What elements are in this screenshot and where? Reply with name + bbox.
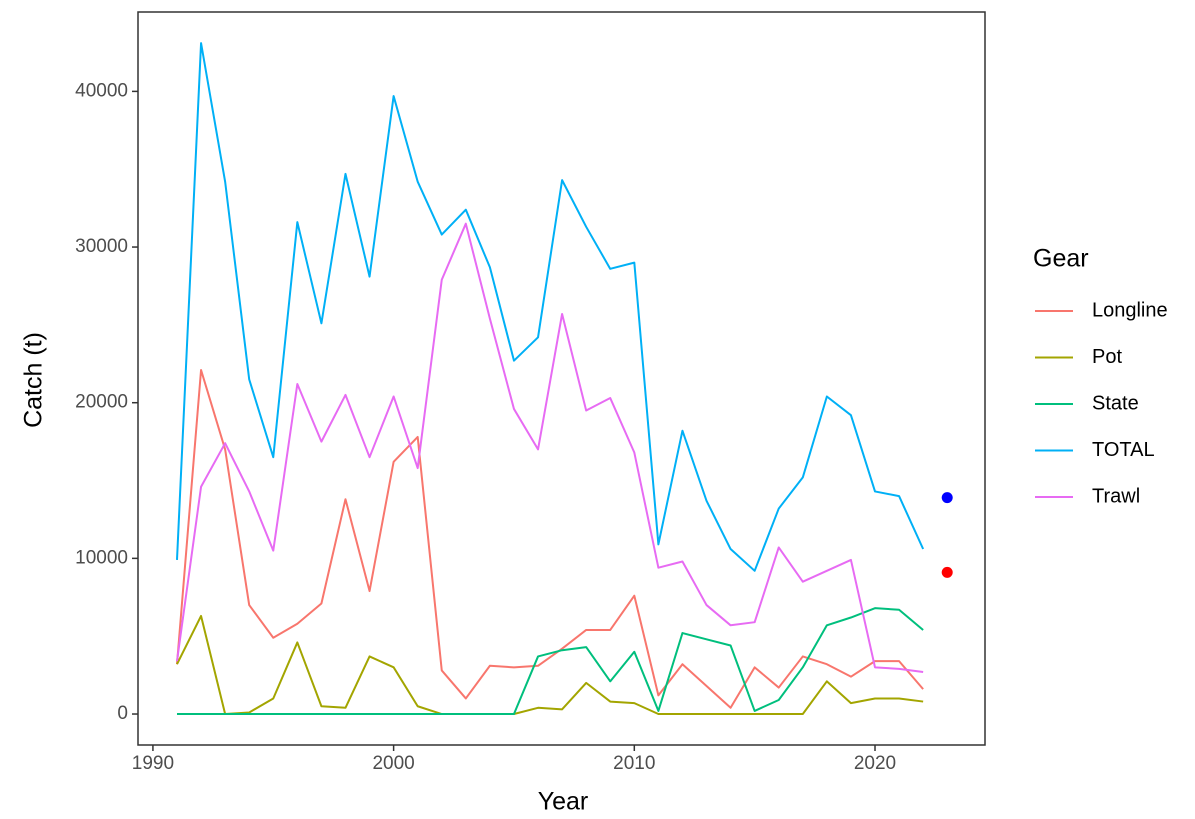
legend-label: Longline [1092, 299, 1168, 321]
x-tick-label: 2020 [854, 753, 896, 774]
legend-title: Gear [1033, 245, 1089, 273]
legend-label: Trawl [1092, 485, 1140, 507]
x-tick-label: 2000 [372, 753, 414, 774]
y-tick-label: 0 [117, 703, 128, 724]
y-tick-label: 30000 [75, 236, 128, 257]
y-tick-label: 20000 [75, 392, 128, 413]
y-axis-label: Catch (t) [20, 332, 48, 428]
point [941, 566, 953, 578]
y-tick-label: 10000 [75, 547, 128, 568]
x-axis-label: Year [538, 788, 589, 816]
x-tick-label: 1990 [132, 753, 174, 774]
legend-label: State [1092, 392, 1139, 414]
series-line [175, 42, 925, 572]
series-line [176, 614, 924, 716]
legend-label: TOTAL [1092, 439, 1155, 461]
series-line [175, 222, 924, 673]
x-tick-label: 2010 [613, 753, 655, 774]
legend-label: Pot [1092, 346, 1122, 368]
series-line [176, 607, 924, 716]
y-tick-label: 40000 [75, 80, 128, 101]
plot-panel [137, 11, 986, 746]
point [941, 492, 953, 504]
series-line [175, 369, 924, 709]
